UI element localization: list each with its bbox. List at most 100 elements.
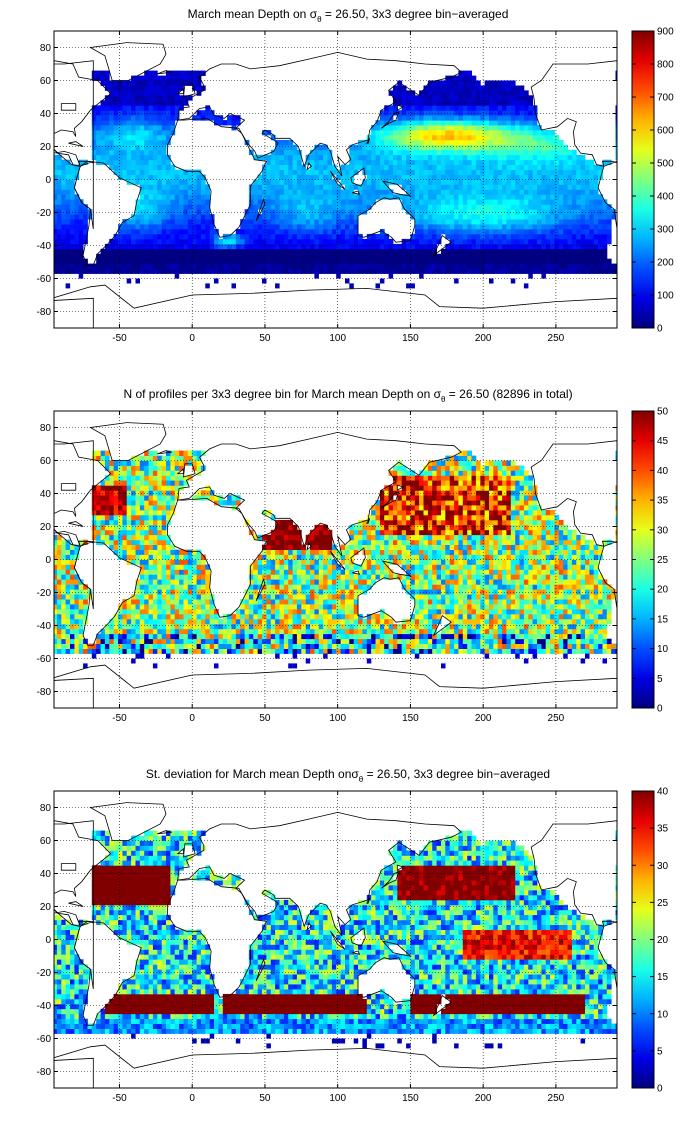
heatmap-cell — [589, 253, 595, 260]
heatmap-cell — [480, 233, 486, 240]
heatmap-cell — [497, 159, 503, 165]
heatmap-cell — [449, 115, 455, 121]
heatmap-cell — [523, 90, 529, 96]
heatmap-cell — [118, 110, 123, 116]
heatmap-cell — [323, 164, 328, 170]
heatmap-cell — [528, 219, 534, 225]
heatmap-cell — [515, 204, 520, 210]
heatmap-cell — [248, 253, 254, 260]
heatmap-cell — [196, 638, 202, 644]
heatmap-cell — [161, 248, 167, 255]
heatmap-cell — [510, 159, 516, 165]
heatmap-cell — [506, 599, 512, 605]
heatmap-cell — [327, 199, 333, 205]
heatmap-cell — [135, 134, 141, 141]
heatmap-cell — [214, 258, 219, 264]
heatmap-cell — [432, 159, 437, 165]
heatmap-cell — [541, 248, 547, 255]
heatmap-cell — [523, 149, 529, 156]
heatmap-cell — [371, 638, 376, 644]
heatmap-cell — [384, 130, 389, 136]
heatmap-cell — [83, 648, 88, 654]
heatmap-cell — [585, 628, 590, 635]
heatmap-cell — [327, 229, 333, 235]
heatmap-cell — [467, 248, 472, 255]
heatmap-cell — [353, 648, 359, 654]
heatmap-cell — [401, 253, 407, 260]
heatmap-cell — [148, 214, 154, 220]
heatmap-cell — [366, 134, 372, 141]
heatmap-cell — [471, 184, 477, 190]
heatmap-cell — [571, 169, 577, 175]
heatmap-cell — [305, 599, 311, 605]
heatmap-cell — [589, 623, 595, 630]
heatmap-cell — [593, 194, 599, 200]
heatmap-cell — [323, 149, 328, 156]
heatmap-cell — [275, 258, 280, 264]
heatmap-cell — [449, 604, 455, 610]
heatmap-cell — [270, 263, 276, 269]
heatmap-cell — [262, 194, 267, 200]
heatmap-cell — [480, 219, 486, 225]
heatmap-cell — [554, 633, 560, 640]
heatmap-cell — [296, 174, 302, 180]
heatmap-cell — [471, 219, 477, 225]
heatmap-cell — [91, 144, 97, 151]
heatmap-cell — [366, 199, 372, 205]
heatmap-cell — [214, 120, 219, 126]
heatmap-cell — [598, 219, 603, 225]
heatmap-cell — [118, 169, 123, 175]
heatmap-cell — [179, 609, 184, 615]
heatmap-cell — [427, 105, 433, 111]
heatmap-cell — [554, 144, 560, 151]
heatmap-cell — [305, 154, 311, 161]
heatmap-cell — [349, 214, 355, 220]
heatmap-cell — [166, 604, 171, 610]
heatmap-cell — [541, 638, 547, 644]
heatmap-cell — [288, 194, 293, 200]
panel-mean-depth: March mean Depth on σθ = 26.50, 3x3 degr… — [0, 0, 696, 380]
heatmap-cell — [139, 194, 145, 200]
heatmap-cell — [423, 224, 429, 230]
heatmap-cell — [563, 268, 568, 274]
heatmap-cell — [139, 159, 145, 165]
heatmap-cell — [506, 253, 512, 260]
heatmap-cell — [554, 233, 560, 240]
heatmap-cell — [541, 179, 547, 185]
heatmap-cell — [192, 229, 197, 235]
heatmap-cell — [375, 248, 381, 255]
heatmap-cell — [166, 120, 171, 126]
heatmap-cell — [345, 599, 350, 605]
heatmap-cell — [497, 263, 503, 269]
heatmap-cell — [83, 599, 88, 605]
heatmap-cell — [54, 638, 58, 644]
heatmap-cell — [563, 184, 568, 190]
heatmap-cell — [170, 130, 176, 136]
heatmap-cell — [196, 199, 202, 205]
heatmap-cell — [305, 618, 311, 625]
heatmap-cell — [157, 184, 163, 190]
heatmap-cell — [515, 214, 520, 220]
heatmap-cell — [436, 139, 442, 146]
heatmap-cell — [379, 628, 385, 635]
heatmap-cell — [585, 204, 590, 210]
heatmap-cell — [550, 184, 555, 190]
heatmap-cell — [148, 139, 154, 146]
heatmap-cell — [253, 628, 259, 635]
heatmap-cell — [174, 268, 180, 274]
heatmap-cell — [54, 268, 58, 274]
heatmap-cell — [87, 268, 93, 274]
heatmap-cell — [510, 184, 516, 190]
heatmap-cell — [131, 130, 136, 136]
heatmap-cell — [462, 189, 468, 195]
heatmap-cell — [432, 149, 437, 156]
heatmap-cell — [384, 159, 389, 165]
heatmap-cell — [340, 609, 346, 615]
heatmap-cell — [288, 139, 293, 146]
heatmap-cell — [270, 199, 276, 205]
heatmap-cell — [54, 643, 58, 649]
heatmap-cell — [318, 599, 324, 605]
heatmap-cell — [296, 149, 302, 156]
heatmap-cell — [502, 633, 507, 640]
heatmap-cell — [576, 258, 582, 264]
